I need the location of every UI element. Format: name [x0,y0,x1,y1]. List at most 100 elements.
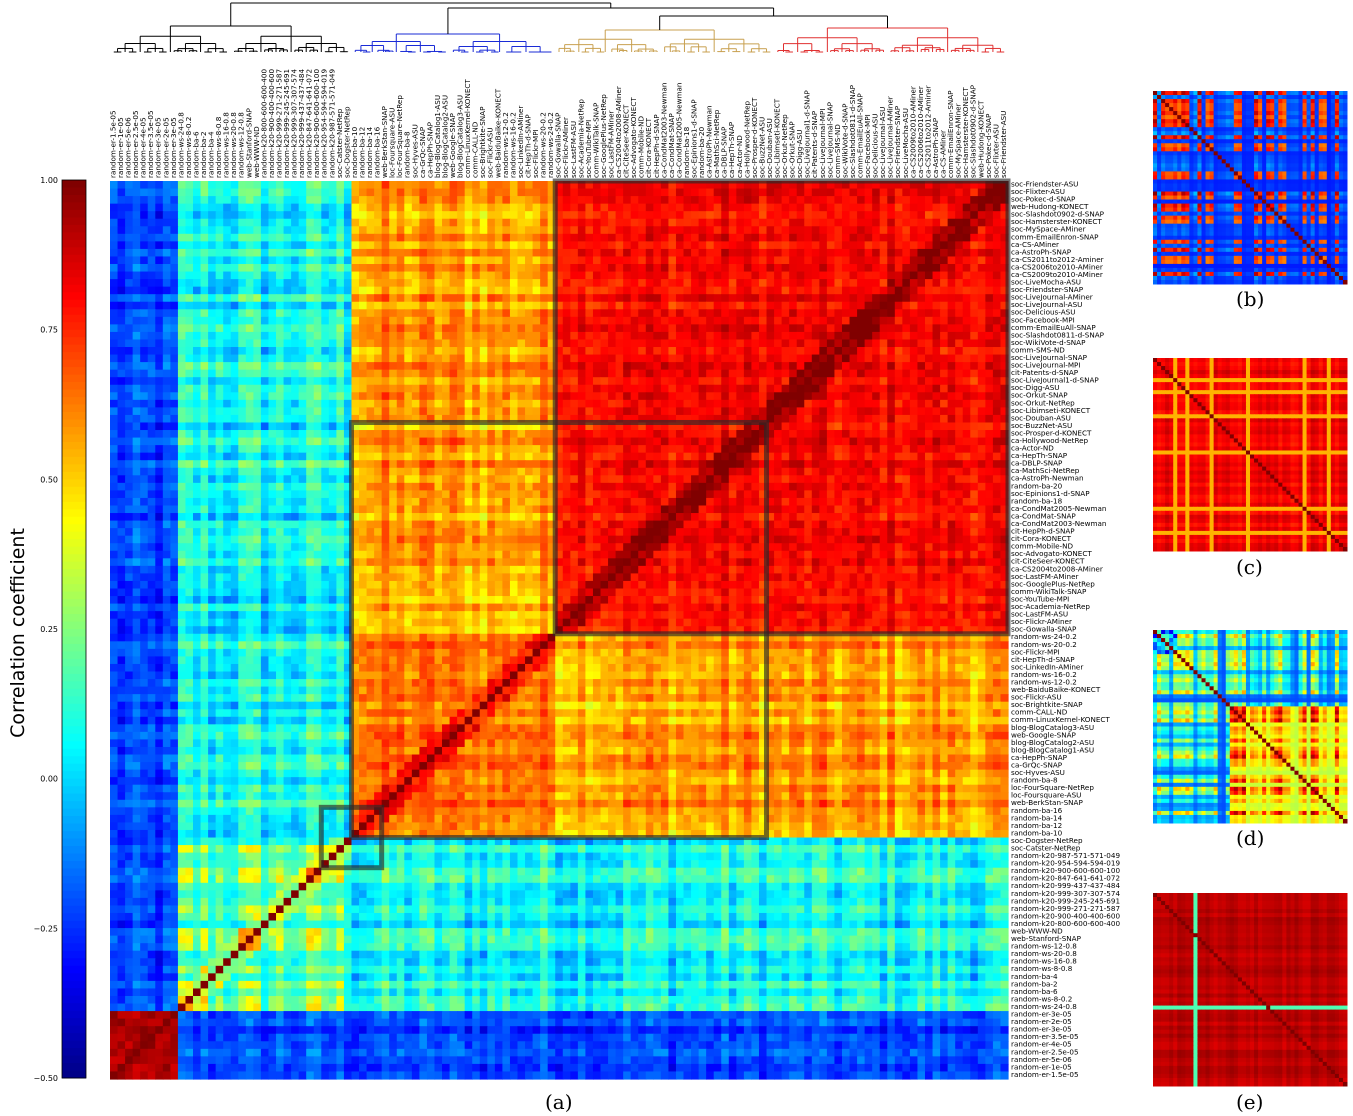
heatmap-cell [736,264,744,272]
heatmap-cell [344,196,352,204]
heatmap-cell [759,204,767,212]
heatmap-cell [450,272,458,280]
heatmap-cell [767,189,775,197]
heatmap-cell [857,422,865,430]
heatmap-cell [631,204,639,212]
heatmap-cell [812,392,820,400]
heatmap-cell [948,430,956,438]
heatmap-cell [487,196,495,204]
heatmap-cell [751,392,759,400]
heatmap-cell [593,370,601,378]
heatmap-cell [812,256,820,264]
heatmap-cell [850,294,858,302]
heatmap-cell [684,407,692,415]
heatmap-cell [819,226,827,234]
heatmap-cell [540,219,548,227]
heatmap-cell [533,355,541,363]
heatmap-cell [638,385,646,393]
heatmap-cell [955,400,963,408]
heatmap-cell [593,264,601,272]
heatmap-cell [585,211,593,219]
heatmap-cell [389,377,397,385]
heatmap-cell [314,355,322,363]
heatmap-cell [819,438,827,446]
heatmap-cell [631,211,639,219]
heatmap-cell [110,317,118,325]
heatmap-cell [133,339,141,347]
heatmap-cell [729,189,737,197]
heatmap-cell [510,385,518,393]
heatmap-cell [299,385,307,393]
heatmap-cell [917,392,925,400]
heatmap-cell [616,317,624,325]
heatmap-cell [133,407,141,415]
heatmap-cell [291,249,299,257]
heatmap-cell [857,339,865,347]
heatmap-cell [857,189,865,197]
heatmap-cell [676,355,684,363]
heatmap-cell [382,377,390,385]
heatmap-cell [170,332,178,340]
heatmap-cell [374,234,382,242]
heatmap-cell [676,264,684,272]
heatmap-cell [902,294,910,302]
heatmap-cell [314,362,322,370]
heatmap-cell [284,324,292,332]
heatmap-cell [985,272,993,280]
heatmap-cell [306,362,314,370]
heatmap-cell [857,355,865,363]
heatmap-cell [661,264,669,272]
heatmap-cell [344,317,352,325]
heatmap-cell [782,272,790,280]
heatmap-cell [631,355,639,363]
heatmap-cell [465,460,473,468]
heatmap-cell [993,422,1001,430]
heatmap-cell [525,196,533,204]
heatmap-cell [933,339,941,347]
heatmap-cell [834,438,842,446]
heatmap-cell [427,279,435,287]
heatmap-cell [465,272,473,280]
heatmap-cell [382,264,390,272]
heatmap-cell [623,234,631,242]
heatmap-cell [344,249,352,257]
heatmap-cell [291,279,299,287]
heatmap-cell [902,317,910,325]
heatmap-cell [472,219,480,227]
heatmap-cell [419,445,427,453]
heatmap-cell [223,392,231,400]
heatmap-cell [419,264,427,272]
heatmap-cell [895,249,903,257]
heatmap-cell [593,302,601,310]
heatmap-cell [963,415,971,423]
heatmap-cell [948,385,956,393]
heatmap-cell [759,272,767,280]
heatmap-cell [178,249,186,257]
heatmap-cell [118,377,126,385]
heatmap-cell [578,294,586,302]
heatmap-cell [359,264,367,272]
heatmap-cell [223,438,231,446]
heatmap-cell [397,287,405,295]
heatmap-cell [397,355,405,363]
heatmap-cell [133,302,141,310]
heatmap-cell [336,309,344,317]
heatmap-cell [608,264,616,272]
heatmap-cell [812,211,820,219]
heatmap-cell [578,272,586,280]
heatmap-cell [231,249,239,257]
heatmap-cell [404,400,412,408]
heatmap-cell [895,317,903,325]
heatmap-cell [238,370,246,378]
heatmap-cell [623,249,631,257]
heatmap-cell [359,234,367,242]
heatmap-cell [608,317,616,325]
heatmap-cell [412,370,420,378]
heatmap-cell [155,430,163,438]
heatmap-cell [872,407,880,415]
heatmap-cell [261,324,269,332]
heatmap-cell [412,219,420,227]
heatmap-cell [578,196,586,204]
heatmap-cell [193,211,201,219]
heatmap-cell [978,294,986,302]
